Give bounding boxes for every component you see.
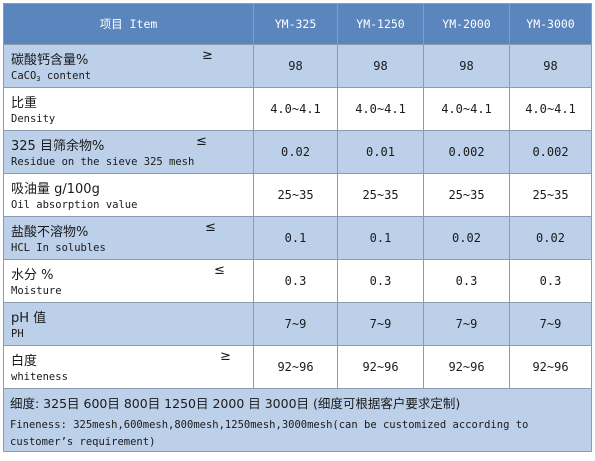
- property-name-en: whiteness: [11, 371, 68, 383]
- value-cell: 0.3: [509, 259, 592, 303]
- property-cell: 吸油量 g/100g Oil absorption value: [3, 173, 254, 217]
- property-name-en: Moisture: [11, 285, 62, 297]
- comparison-symbol: ≤: [214, 263, 225, 278]
- property-cell: 325 目筛余物% ≤ Residue on the sieve 325 mes…: [3, 130, 254, 174]
- spec-table: 项目 Item YM-325 YM-1250 YM-2000 YM-3000 碳…: [3, 3, 592, 452]
- property-name-zh: 吸油量 g/100g: [11, 182, 100, 197]
- value-cell: 0.002: [509, 130, 592, 174]
- table-row: 水分 % ≤ Moisture 0.3 0.3 0.3 0.3: [3, 259, 592, 303]
- value-cell: 25~35: [337, 173, 424, 217]
- value-cell: 0.3: [423, 259, 510, 303]
- header-grade: YM-325: [253, 3, 338, 45]
- property-name-en: HCL In solubles: [11, 242, 106, 254]
- value-cell: 7~9: [337, 302, 424, 346]
- property-cell: pH 值 PH: [3, 302, 254, 346]
- table-row: 325 目筛余物% ≤ Residue on the sieve 325 mes…: [3, 130, 592, 174]
- value-cell: 25~35: [509, 173, 592, 217]
- property-cell: 比重 Density: [3, 87, 254, 131]
- property-name-zh: pH 值: [11, 311, 47, 326]
- property-name-zh: 盐酸不溶物%: [11, 225, 89, 240]
- value-cell: 0.02: [423, 216, 510, 260]
- header-grade: YM-2000: [423, 3, 510, 45]
- value-cell: 7~9: [423, 302, 510, 346]
- header-item: 项目 Item: [3, 3, 254, 45]
- table-row: 白度 ≥ whiteness 92~96 92~96 92~96 92~96: [3, 345, 592, 389]
- value-cell: 92~96: [509, 345, 592, 389]
- value-cell: 92~96: [337, 345, 424, 389]
- table-row: 碳酸钙含量% ≥ CaCO3 content 98 98 98 98: [3, 44, 592, 88]
- property-name-zh: 碳酸钙含量%: [11, 53, 89, 68]
- value-cell: 0.01: [337, 130, 424, 174]
- comparison-symbol: ≤: [205, 220, 216, 235]
- table-row: 吸油量 g/100g Oil absorption value 25~35 25…: [3, 173, 592, 217]
- property-cell: 水分 % ≤ Moisture: [3, 259, 254, 303]
- value-cell: 7~9: [509, 302, 592, 346]
- fineness-cell: 细度: 325目 600目 800目 1250目 2000 目 3000目 (细…: [3, 388, 592, 452]
- table-row: pH 值 PH 7~9 7~9 7~9 7~9: [3, 302, 592, 346]
- value-cell: 25~35: [253, 173, 338, 217]
- fineness-zh: 细度: 325目 600目 800目 1250目 2000 目 3000目 (细…: [10, 396, 461, 411]
- value-cell: 4.0~4.1: [253, 87, 338, 131]
- comparison-symbol: ≥: [220, 349, 231, 364]
- table-row: 比重 Density 4.0~4.1 4.0~4.1 4.0~4.1 4.0~4…: [3, 87, 592, 131]
- header-grade: YM-1250: [337, 3, 424, 45]
- property-name-zh: 325 目筛余物%: [11, 139, 105, 154]
- property-name-en: Oil absorption value: [11, 199, 138, 211]
- value-cell: 98: [337, 44, 424, 88]
- value-cell: 0.02: [253, 130, 338, 174]
- property-cell: 盐酸不溶物% ≤ HCL In solubles: [3, 216, 254, 260]
- value-cell: 25~35: [423, 173, 510, 217]
- value-cell: 92~96: [253, 345, 338, 389]
- value-cell: 92~96: [423, 345, 510, 389]
- fineness-row: 细度: 325目 600目 800目 1250目 2000 目 3000目 (细…: [3, 388, 592, 452]
- value-cell: 0.3: [253, 259, 338, 303]
- property-name-zh: 水分 %: [11, 268, 54, 283]
- property-name-en: CaCO3 content: [11, 70, 92, 83]
- value-cell: 4.0~4.1: [509, 87, 592, 131]
- value-cell: 0.02: [509, 216, 592, 260]
- property-name-en: PH: [11, 328, 24, 340]
- value-cell: 0.1: [337, 216, 424, 260]
- property-cell: 碳酸钙含量% ≥ CaCO3 content: [3, 44, 254, 88]
- fineness-en: Fineness: 325mesh,600mesh,800mesh,1250me…: [10, 419, 529, 448]
- value-cell: 4.0~4.1: [423, 87, 510, 131]
- header-grade: YM-3000: [509, 3, 592, 45]
- property-cell: 白度 ≥ whiteness: [3, 345, 254, 389]
- property-name-zh: 白度: [11, 354, 38, 369]
- property-name-en: Density: [11, 113, 56, 125]
- value-cell: 0.1: [253, 216, 338, 260]
- comparison-symbol: ≥: [202, 48, 213, 63]
- value-cell: 4.0~4.1: [337, 87, 424, 131]
- comparison-symbol: ≤: [196, 134, 207, 149]
- header-row: 项目 Item YM-325 YM-1250 YM-2000 YM-3000: [3, 3, 592, 45]
- value-cell: 98: [253, 44, 338, 88]
- value-cell: 7~9: [253, 302, 338, 346]
- value-cell: 0.002: [423, 130, 510, 174]
- table-row: 盐酸不溶物% ≤ HCL In solubles 0.1 0.1 0.02 0.…: [3, 216, 592, 260]
- value-cell: 98: [509, 44, 592, 88]
- value-cell: 98: [423, 44, 510, 88]
- property-name-en: Residue on the sieve 325 mesh: [11, 156, 195, 168]
- property-name-zh: 比重: [11, 96, 38, 111]
- value-cell: 0.3: [337, 259, 424, 303]
